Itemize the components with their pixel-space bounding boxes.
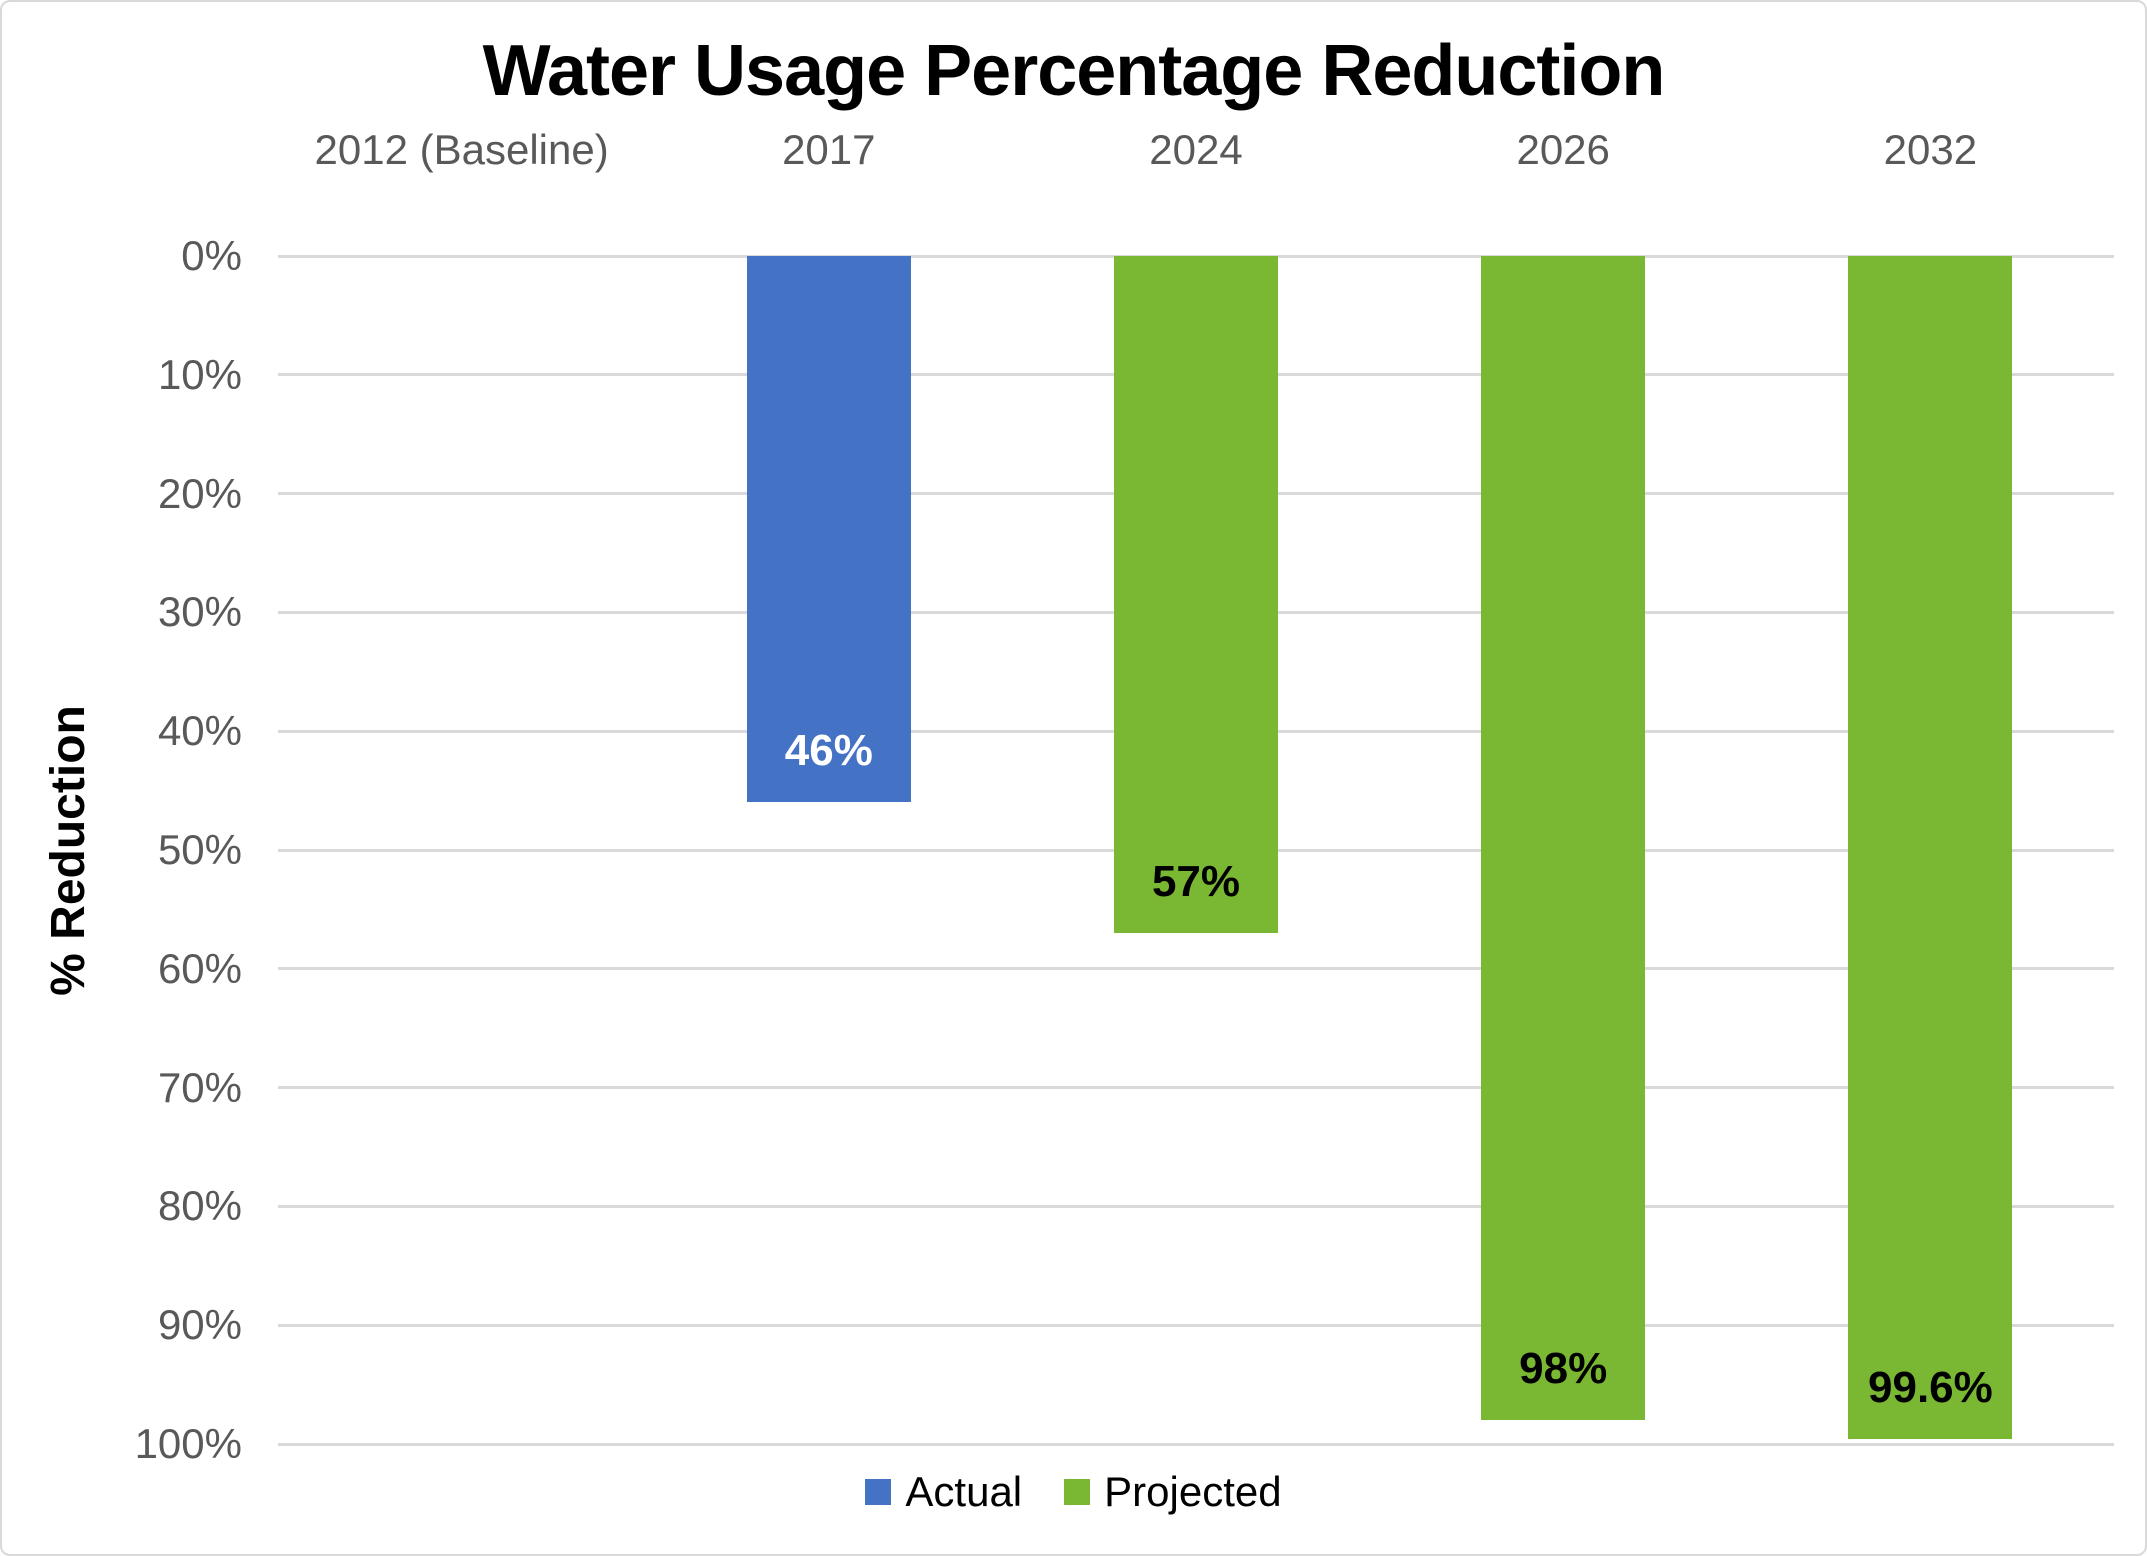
y-tick-label-70: 70% xyxy=(157,1063,242,1111)
y-tick-label-40: 40% xyxy=(157,707,242,755)
y-tick-label-60: 60% xyxy=(157,944,242,992)
bar-2026-projected: 98% xyxy=(1481,256,1646,1421)
legend-label-actual: Actual xyxy=(905,1468,1023,1515)
legend-swatch-projected-icon xyxy=(1064,1479,1091,1505)
gridline-70 xyxy=(278,1086,2114,1090)
gridline-60 xyxy=(278,967,2114,971)
category-label-2032: 2032 xyxy=(1883,126,1978,173)
category-label-2017: 2017 xyxy=(782,126,876,173)
legend: Actual Projected xyxy=(2,1462,2145,1522)
bar-data-label-2032: 99.6% xyxy=(1868,1363,1993,1413)
category-label-2012-baseline: 2012 (Baseline) xyxy=(314,126,609,173)
y-tick-label-30: 30% xyxy=(157,588,242,636)
y-tick-label-50: 50% xyxy=(157,826,242,873)
y-tick-label-10: 10% xyxy=(157,350,242,398)
category-label-2024: 2024 xyxy=(1149,126,1243,173)
chart-title: Water Usage Percentage Reduction xyxy=(482,31,1666,111)
bar-data-label-2026: 98% xyxy=(1519,1344,1608,1394)
bar-2032-projected: 99.6% xyxy=(1848,256,2013,1440)
plot-area: 46% 57% 98% 99.6% xyxy=(278,254,2114,1446)
legend-item-actual: Actual xyxy=(865,1467,1022,1517)
y-tick-label-80: 80% xyxy=(157,1182,242,1230)
legend-swatch-actual-icon xyxy=(865,1479,892,1505)
legend-label-projected: Projected xyxy=(1104,1468,1282,1515)
bar-2024-projected: 57% xyxy=(1114,256,1278,934)
bar-data-label-2017: 46% xyxy=(784,726,873,776)
y-tick-label-90: 90% xyxy=(157,1301,242,1349)
y-tick-label-0: 0% xyxy=(181,232,242,279)
bar-data-label-2024: 57% xyxy=(1151,857,1241,907)
category-label-2026: 2026 xyxy=(1516,126,1610,173)
legend-item-projected: Projected xyxy=(1064,1467,1282,1517)
bar-2017-actual: 46% xyxy=(746,256,911,803)
gridline-80 xyxy=(278,1204,2114,1208)
y-tick-label-20: 20% xyxy=(157,469,242,517)
gridline-90 xyxy=(278,1323,2114,1327)
gridline-100 xyxy=(278,1442,2114,1446)
y-tick-label-100: 100% xyxy=(134,1420,242,1467)
